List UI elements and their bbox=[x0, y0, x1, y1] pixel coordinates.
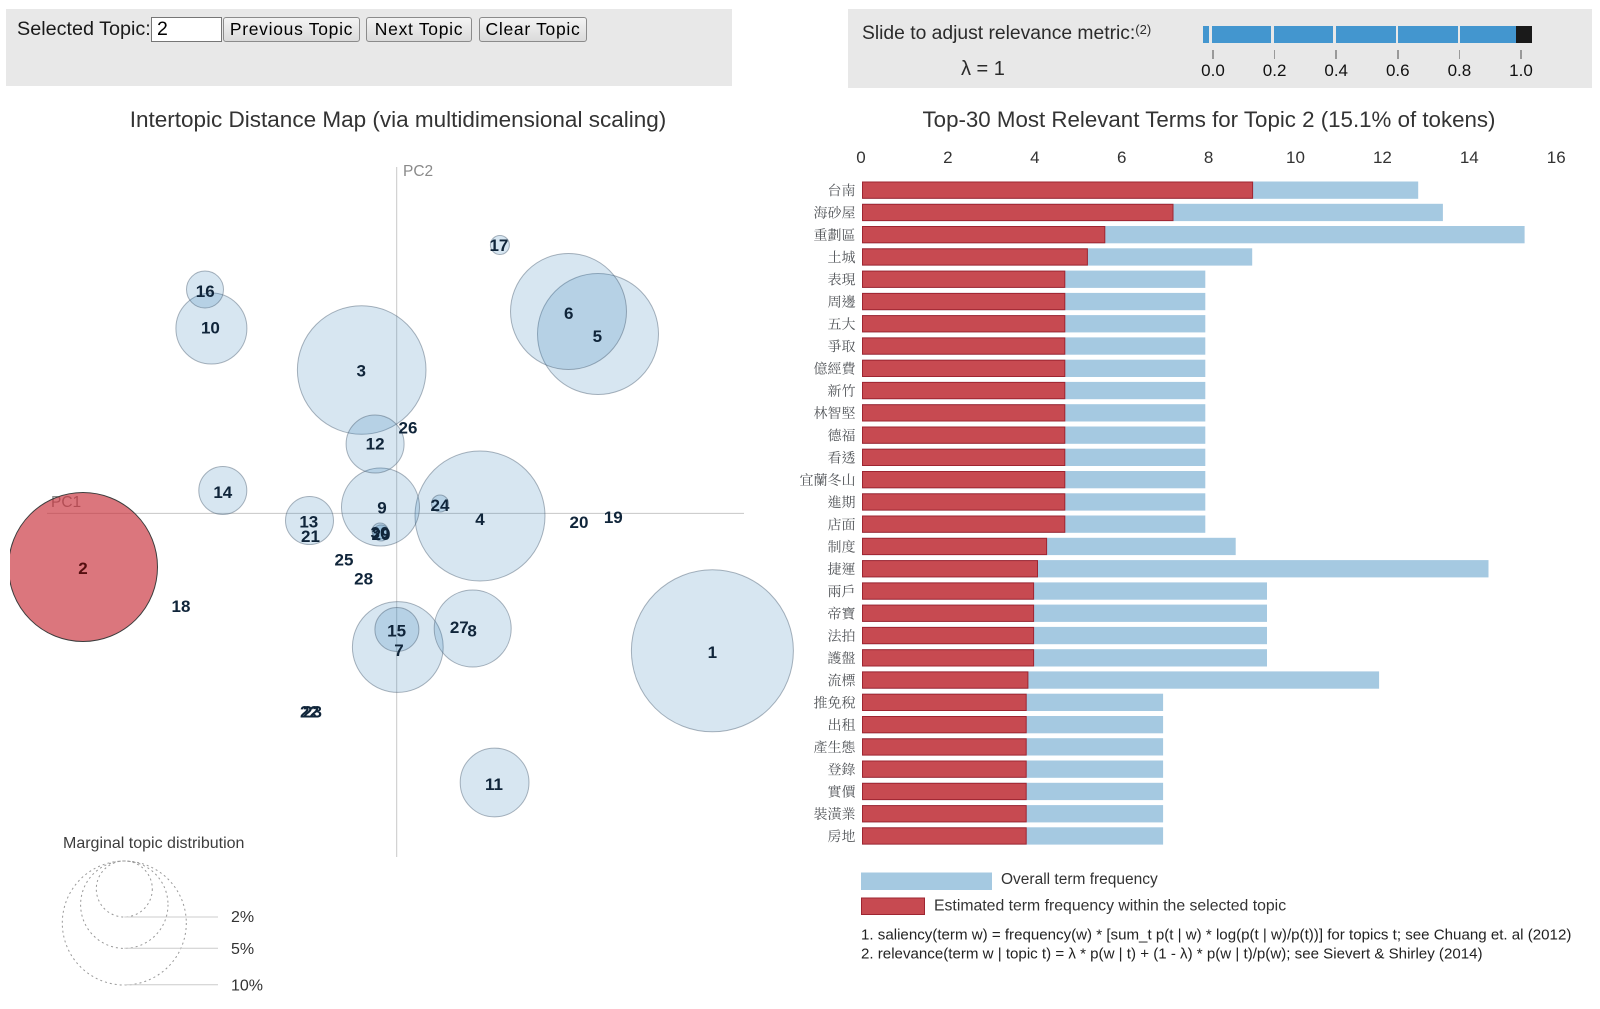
svg-text:14: 14 bbox=[1460, 148, 1479, 167]
svg-text:14: 14 bbox=[213, 483, 232, 502]
svg-text:19: 19 bbox=[604, 508, 623, 527]
svg-text:2: 2 bbox=[78, 559, 87, 578]
svg-text:0: 0 bbox=[856, 148, 865, 167]
svg-text:22: 22 bbox=[300, 703, 319, 722]
svg-text:16: 16 bbox=[196, 282, 215, 301]
svg-text:6: 6 bbox=[564, 304, 573, 323]
svg-text:1. saliency(term w) = frequenc: 1. saliency(term w) = frequency(w) * [su… bbox=[861, 926, 1571, 943]
svg-text:Estimated term frequency withi: Estimated term frequency within the sele… bbox=[934, 898, 1286, 915]
svg-text:10: 10 bbox=[201, 318, 220, 337]
svg-text:28: 28 bbox=[354, 570, 373, 589]
svg-text:13: 13 bbox=[299, 513, 318, 532]
svg-text:18: 18 bbox=[172, 597, 191, 616]
svg-text:17: 17 bbox=[489, 236, 508, 255]
svg-text:16: 16 bbox=[1547, 148, 1566, 167]
svg-text:4: 4 bbox=[1030, 148, 1039, 167]
svg-text:5: 5 bbox=[593, 327, 602, 346]
svg-text:25: 25 bbox=[335, 551, 354, 570]
svg-text:2: 2 bbox=[943, 148, 952, 167]
svg-text:30: 30 bbox=[371, 524, 390, 543]
svg-text:Overall term frequency: Overall term frequency bbox=[1001, 871, 1158, 888]
svg-text:Top-30 Most Relevant Terms for: Top-30 Most Relevant Terms for Topic 2 (… bbox=[923, 107, 1496, 132]
svg-text:3: 3 bbox=[356, 362, 365, 381]
svg-text:11: 11 bbox=[485, 775, 503, 794]
svg-text:12: 12 bbox=[366, 434, 385, 453]
svg-text:Marginal topic distribution: Marginal topic distribution bbox=[63, 835, 244, 852]
svg-text:7: 7 bbox=[394, 641, 403, 660]
svg-text:5%: 5% bbox=[231, 941, 254, 958]
svg-text:26: 26 bbox=[399, 418, 418, 437]
svg-text:9: 9 bbox=[377, 499, 386, 518]
svg-text:24: 24 bbox=[431, 496, 450, 515]
svg-text:6: 6 bbox=[1117, 148, 1126, 167]
svg-text:23: 23 bbox=[303, 703, 322, 722]
svg-text:10%: 10% bbox=[231, 977, 263, 994]
svg-text:8: 8 bbox=[467, 622, 476, 641]
svg-text:15: 15 bbox=[387, 622, 406, 641]
svg-text:8: 8 bbox=[1204, 148, 1213, 167]
svg-text:2%: 2% bbox=[231, 909, 254, 926]
svg-text:4: 4 bbox=[475, 510, 485, 529]
svg-text:20: 20 bbox=[570, 513, 589, 532]
svg-text:21: 21 bbox=[301, 527, 320, 546]
svg-text:2. relevance(term w | topic t): 2. relevance(term w | topic t) = λ * p(w… bbox=[861, 945, 1483, 962]
svg-text:10: 10 bbox=[1286, 148, 1305, 167]
svg-text:29: 29 bbox=[372, 525, 391, 544]
svg-text:1: 1 bbox=[708, 643, 717, 662]
svg-text:Intertopic Distance Map (via m: Intertopic Distance Map (via multidimens… bbox=[130, 107, 666, 132]
svg-text:12: 12 bbox=[1373, 148, 1392, 167]
svg-text:PC2: PC2 bbox=[403, 163, 433, 180]
svg-text:27: 27 bbox=[450, 618, 469, 637]
